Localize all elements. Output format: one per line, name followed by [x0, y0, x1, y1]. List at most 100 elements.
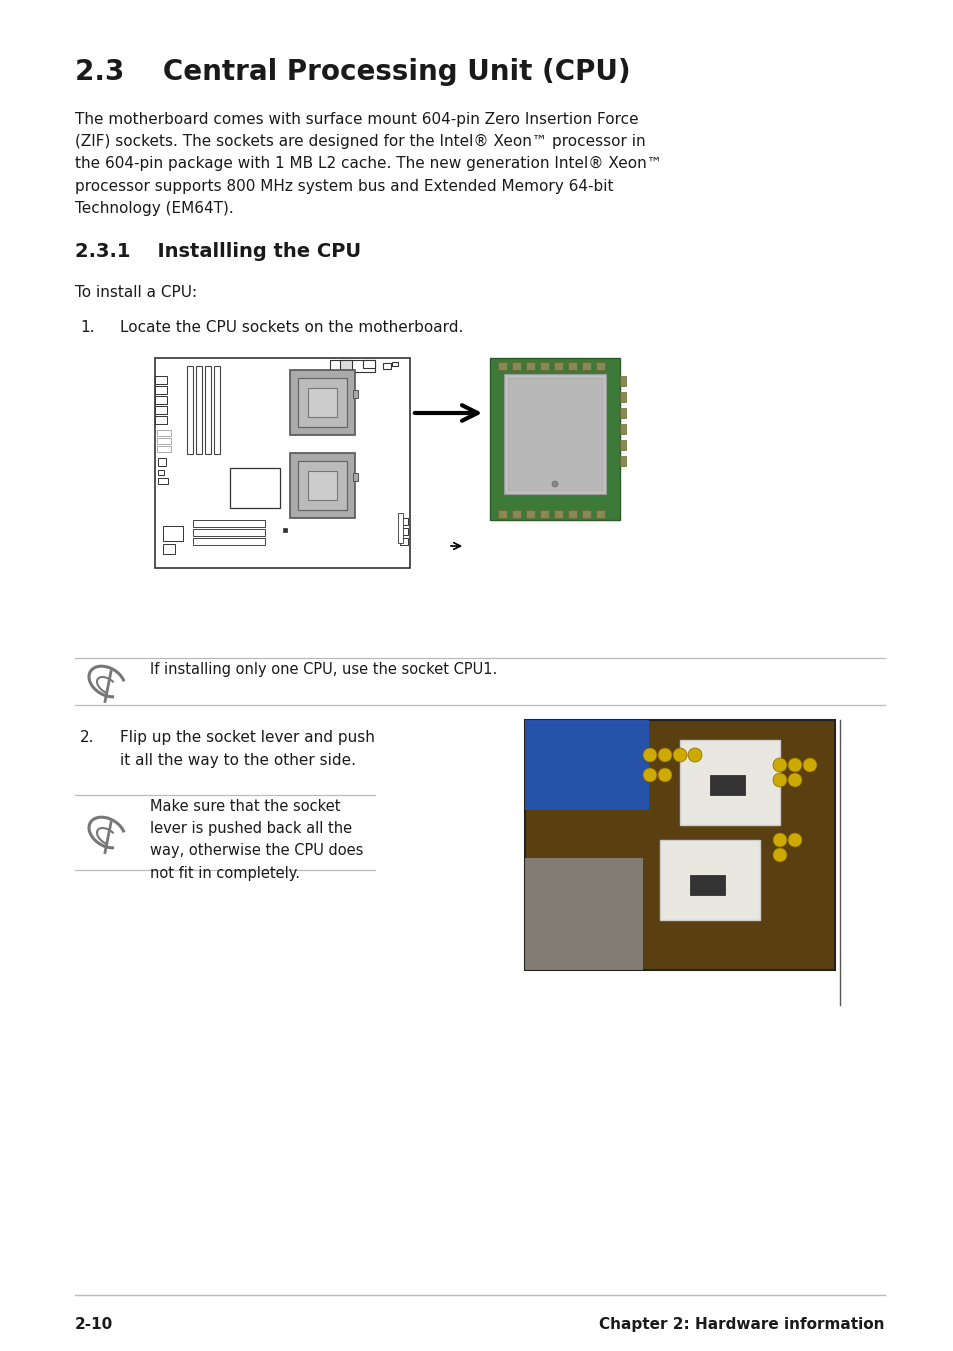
- Bar: [507, 378, 601, 490]
- Circle shape: [772, 848, 786, 862]
- Bar: [490, 358, 619, 520]
- Bar: [193, 520, 265, 527]
- Bar: [581, 362, 590, 370]
- Text: 2-10: 2-10: [75, 1317, 113, 1332]
- Bar: [659, 840, 760, 920]
- Bar: [290, 370, 355, 435]
- Bar: [399, 528, 408, 535]
- Bar: [158, 458, 166, 466]
- Bar: [157, 446, 171, 453]
- Bar: [539, 509, 548, 517]
- Text: 2.3    Central Processing Unit (CPU): 2.3 Central Processing Unit (CPU): [75, 58, 630, 86]
- Bar: [363, 359, 375, 367]
- Text: Make sure that the socket
lever is pushed back all the
way, otherwise the CPU do: Make sure that the socket lever is pushe…: [150, 798, 363, 881]
- Bar: [382, 363, 391, 369]
- Bar: [353, 473, 357, 481]
- Bar: [297, 378, 347, 427]
- Bar: [596, 509, 604, 517]
- Bar: [308, 388, 336, 417]
- Bar: [187, 366, 193, 454]
- Bar: [353, 390, 357, 399]
- Bar: [157, 438, 171, 444]
- Bar: [679, 740, 780, 825]
- Circle shape: [687, 748, 701, 762]
- Bar: [154, 407, 167, 413]
- Bar: [154, 416, 167, 424]
- Bar: [567, 362, 577, 370]
- Bar: [554, 509, 562, 517]
- Bar: [230, 467, 280, 508]
- Bar: [619, 440, 625, 450]
- Bar: [283, 528, 287, 532]
- Bar: [567, 509, 577, 517]
- Bar: [163, 526, 183, 540]
- Text: 1.: 1.: [80, 320, 94, 335]
- Bar: [503, 374, 605, 494]
- Bar: [524, 720, 648, 811]
- Bar: [689, 875, 724, 894]
- Bar: [399, 538, 408, 544]
- Bar: [397, 513, 402, 543]
- Bar: [154, 358, 410, 567]
- Text: Locate the CPU sockets on the motherboard.: Locate the CPU sockets on the motherboar…: [120, 320, 463, 335]
- Circle shape: [658, 748, 671, 762]
- Circle shape: [787, 758, 801, 771]
- Text: The motherboard comes with surface mount 604-pin Zero Insertion Force
(ZIF) sock: The motherboard comes with surface mount…: [75, 112, 661, 216]
- Bar: [581, 509, 590, 517]
- Bar: [619, 424, 625, 434]
- Bar: [619, 376, 625, 386]
- Bar: [525, 509, 535, 517]
- Bar: [154, 396, 167, 404]
- Bar: [193, 530, 265, 536]
- Bar: [619, 457, 625, 466]
- Bar: [297, 461, 347, 509]
- Bar: [554, 362, 562, 370]
- Circle shape: [658, 767, 671, 782]
- Bar: [512, 362, 520, 370]
- Bar: [596, 362, 604, 370]
- Bar: [497, 509, 506, 517]
- Bar: [399, 517, 408, 526]
- Bar: [195, 366, 202, 454]
- Circle shape: [772, 773, 786, 788]
- Bar: [193, 538, 265, 544]
- Bar: [205, 366, 211, 454]
- Bar: [525, 362, 535, 370]
- Bar: [154, 386, 167, 394]
- Bar: [619, 392, 625, 403]
- Bar: [158, 470, 164, 476]
- Bar: [213, 366, 220, 454]
- Circle shape: [552, 481, 558, 486]
- Text: If installing only one CPU, use the socket CPU1.: If installing only one CPU, use the sock…: [150, 662, 497, 677]
- Bar: [392, 362, 397, 366]
- Circle shape: [672, 748, 686, 762]
- Circle shape: [772, 758, 786, 771]
- Bar: [154, 376, 167, 384]
- Bar: [512, 509, 520, 517]
- Bar: [619, 408, 625, 417]
- Bar: [163, 544, 174, 554]
- Bar: [330, 359, 375, 372]
- Circle shape: [787, 834, 801, 847]
- Bar: [308, 471, 336, 500]
- Bar: [290, 453, 355, 517]
- Bar: [330, 374, 345, 382]
- Bar: [158, 478, 168, 484]
- Text: To install a CPU:: To install a CPU:: [75, 285, 197, 300]
- Bar: [497, 362, 506, 370]
- Bar: [157, 430, 171, 436]
- Bar: [709, 775, 744, 794]
- Text: Flip up the socket lever and push
it all the way to the other side.: Flip up the socket lever and push it all…: [120, 730, 375, 767]
- Text: 2.3.1    Installling the CPU: 2.3.1 Installling the CPU: [75, 242, 361, 261]
- Circle shape: [642, 767, 657, 782]
- Bar: [339, 359, 352, 372]
- Circle shape: [787, 773, 801, 788]
- Circle shape: [802, 758, 816, 771]
- Bar: [524, 720, 834, 970]
- Text: 2.: 2.: [80, 730, 94, 744]
- Bar: [539, 362, 548, 370]
- Text: Chapter 2: Hardware information: Chapter 2: Hardware information: [598, 1317, 884, 1332]
- Circle shape: [772, 834, 786, 847]
- Circle shape: [642, 748, 657, 762]
- Bar: [524, 858, 642, 970]
